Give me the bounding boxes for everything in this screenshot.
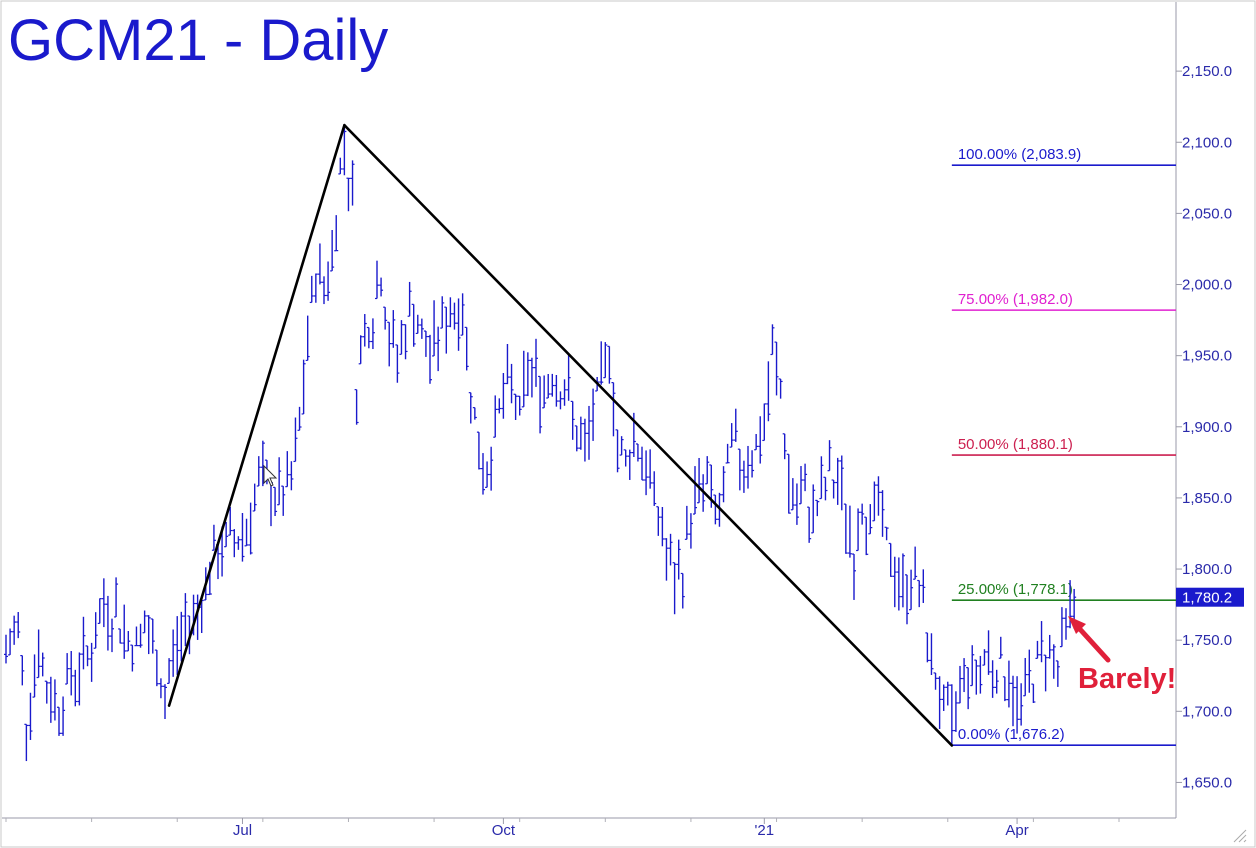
annotation-text: Barely! (1078, 663, 1176, 695)
y-axis: 1,650.0 1,700.0 1,750.0 1,800.0 1,850.0 1,900… (1176, 63, 1232, 791)
fibonacci-levels: 100.00% (2,083.9) 75.00% (1,982.0) 50.00% … (951, 146, 1176, 746)
last-price-box (1176, 587, 1244, 607)
fib-label: 25.00% (1,778.1) (958, 581, 1073, 598)
trendline (167, 123, 346, 707)
y-tick-label: 2,100.0 (1182, 134, 1232, 151)
y-tick-label: 2,000.0 (1182, 277, 1232, 294)
fib-label: 100.00% (2,083.9) (958, 146, 1081, 163)
y-tick-label: 1,900.0 (1182, 419, 1232, 436)
trendlines (167, 123, 954, 747)
last-price-marker: 1,780.2 (1176, 587, 1244, 607)
y-tick-label: 1,800.0 (1182, 561, 1232, 578)
y-tick-label: 1,850.0 (1182, 490, 1232, 507)
fib-label: 75.00% (1,982.0) (958, 291, 1073, 308)
y-tick-label: 1,650.0 (1182, 774, 1232, 791)
y-tick-label: 1,750.0 (1182, 632, 1232, 649)
x-tick-label: '21 (755, 822, 775, 839)
annotation: Barely! (1068, 616, 1176, 695)
cursor-pointer-icon (263, 464, 278, 487)
x-axis: Jul Oct '21 Apr (5, 818, 1120, 839)
fib-label: 50.00% (1,880.1) (958, 436, 1073, 453)
y-tick-label: 1,700.0 (1182, 703, 1232, 720)
resize-grip-icon (1233, 829, 1247, 843)
x-tick-label: Oct (492, 822, 516, 839)
x-tick-label: Apr (1005, 822, 1028, 839)
chart-title: GCM21 - Daily (8, 8, 388, 73)
y-tick-label: 2,150.0 (1182, 63, 1232, 80)
last-price-label: 1,780.2 (1182, 590, 1232, 607)
annotation-arrow (1075, 624, 1111, 663)
annotation-arrowhead (1068, 616, 1086, 634)
y-tick-label: 1,950.0 (1182, 348, 1232, 365)
price-bars (4, 125, 1077, 762)
x-tick-label: Jul (233, 822, 252, 839)
y-tick-label: 2,050.0 (1182, 205, 1232, 222)
fib-label: 0.00% (1,676.2) (958, 726, 1065, 743)
trendline (343, 123, 954, 747)
